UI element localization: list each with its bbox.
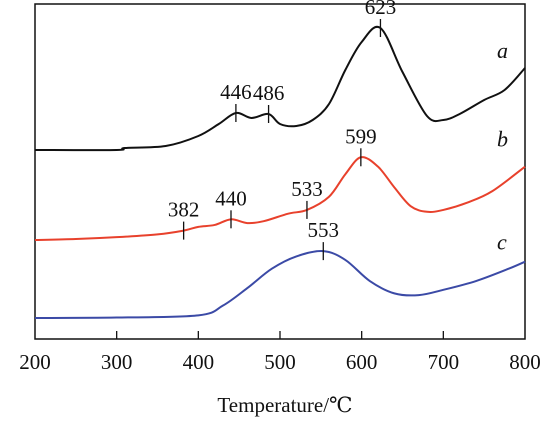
peak-label-a-486: 486: [253, 81, 285, 105]
peak-layer: 446 486 623 382 440 533 599 553: [168, 0, 397, 261]
x-axis: 200 300 400 500 600 700 800: [19, 331, 541, 374]
series-label-a: a: [497, 38, 508, 63]
x-tick-label-700: 700: [428, 350, 460, 374]
peak-label-a-623: 623: [365, 0, 397, 19]
x-tick-label-300: 300: [101, 350, 133, 374]
x-tick-label-800: 800: [509, 350, 541, 374]
x-tick-label-200: 200: [19, 350, 51, 374]
peak-label-b-440: 440: [215, 186, 247, 210]
peak-label-c-553: 553: [308, 218, 340, 242]
peak-label-b-533: 533: [291, 177, 323, 201]
series-line-b: [34, 156, 526, 241]
series-label-b: b: [497, 127, 508, 152]
x-axis-title: Temperature/℃: [217, 393, 352, 417]
x-tick-label-600: 600: [346, 350, 378, 374]
series-line-c: [34, 250, 526, 319]
x-tick-label-500: 500: [264, 350, 296, 374]
x-tick-label-400: 400: [183, 350, 215, 374]
series-layer: a b c: [34, 25, 526, 319]
peak-label-a-446: 446: [220, 80, 252, 104]
peak-label-b-599: 599: [345, 124, 377, 148]
peak-label-b-382: 382: [168, 198, 200, 222]
series-line-a: [34, 25, 526, 152]
series-label-c: c: [497, 230, 507, 255]
